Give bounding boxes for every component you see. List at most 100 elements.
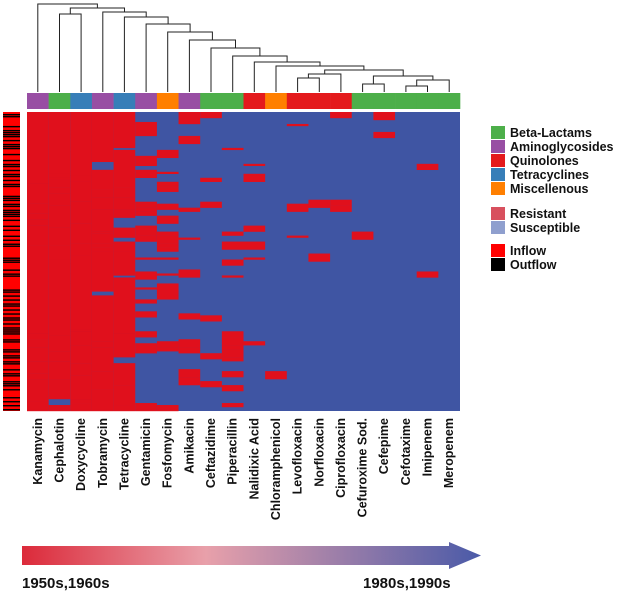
heatmap-cell-resistant (113, 125, 136, 145)
row-flow-outflow (3, 363, 20, 365)
heatmap-cell-resistant (48, 177, 71, 180)
legend-swatch-miscellenous (491, 182, 505, 195)
resistance-heatmap (27, 112, 460, 412)
heatmap-cell-resistant (135, 203, 157, 208)
row-flow-outflow (3, 135, 20, 138)
heatmap-cell-resistant (156, 405, 179, 410)
heatmap-cell-resistant (221, 231, 244, 236)
drug-label-nalidixic-acid: Nalidixic Acid (247, 418, 261, 500)
class-cell-ciprofloxacin (330, 93, 353, 109)
legend-swatch-outflow (491, 258, 505, 271)
heatmap-cell-resistant (70, 181, 92, 202)
drug-label-cephalotin: Cephalotin (53, 418, 67, 483)
row-flow-outflow (3, 349, 20, 351)
heatmap-cell-resistant (308, 199, 331, 208)
row-flow-outflow (3, 199, 20, 202)
heatmap-cell-resistant (48, 119, 71, 131)
heatmap-cell-resistant (91, 189, 114, 198)
class-cell-chloramphenicol (265, 93, 288, 109)
heatmap-cell-resistant (156, 185, 179, 188)
legend-swatch-inflow (491, 244, 505, 257)
row-flow-outflow (3, 333, 20, 335)
row-flow-outflow (3, 245, 20, 247)
heatmap-cell-resistant (156, 203, 179, 210)
heatmap-cell-resistant (178, 369, 201, 378)
drug-label-cefepime: Cefepime (377, 418, 391, 474)
heatmap-cell-resistant (27, 333, 49, 340)
heatmap-cell-resistant (178, 313, 201, 320)
drug-label-cefotaxime: Cefotaxime (399, 418, 413, 485)
heatmap-cell-resistant (135, 257, 157, 260)
heatmap-cell-resistant (135, 287, 157, 290)
heatmap-cell-resistant (48, 179, 71, 188)
heatmap-cell-resistant (156, 341, 179, 348)
heatmap-cell-resistant (48, 173, 71, 178)
row-flow-outflow (3, 291, 20, 293)
heatmap-cell-resistant (91, 279, 114, 292)
row-flow-outflow (3, 113, 20, 116)
heatmap-cell-resistant (70, 112, 92, 135)
row-flow-outflow (3, 213, 20, 216)
heatmap-cell-resistant (48, 351, 71, 362)
heatmap-cell-resistant (27, 361, 49, 374)
row-flow-outflow (3, 289, 20, 291)
class-cell-cefepime (373, 93, 396, 109)
row-flow-outflow (3, 351, 20, 353)
heatmap-cell-resistant (48, 379, 71, 400)
row-flow-outflow (3, 125, 20, 128)
heatmap-cell-resistant (135, 235, 157, 242)
heatmap-cell-resistant (200, 113, 222, 119)
row-flow-outflow (3, 327, 20, 329)
heatmap-cell-resistant (91, 247, 114, 252)
heatmap-cell-resistant (135, 299, 157, 304)
heatmap-cell-resistant (156, 347, 179, 352)
heatmap-cell-resistant (221, 345, 244, 350)
heatmap-cell-resistant (156, 215, 179, 218)
class-cell-ceftazidime (200, 93, 223, 109)
heatmap-cell-resistant (27, 267, 49, 280)
heatmap-cell-resistant (48, 259, 71, 274)
heatmap-cell-resistant (156, 293, 179, 300)
dendrogram-branch (37, 3, 98, 92)
heatmap-cell-resistant (70, 175, 92, 182)
heatmap-cell-resistant (91, 112, 114, 131)
heatmap-cell-resistant (48, 115, 71, 121)
heatmap-cell-resistant (70, 409, 92, 412)
heatmap-cell-resistant (200, 177, 222, 182)
heatmap-cell-resistant (286, 235, 309, 238)
heatmap-cell-resistant (113, 161, 136, 172)
heatmap-cell-resistant (91, 295, 114, 318)
class-cell-doxycycline (70, 93, 93, 109)
drug-label-ceftazidime: Ceftazidime (204, 418, 218, 488)
drug-label-doxycycline: Doxycycline (74, 418, 88, 491)
row-flow-outflow (3, 261, 20, 263)
heatmap-cell-resistant (91, 129, 114, 141)
heatmap-cell-resistant (221, 147, 244, 151)
heatmap-cell-resistant (135, 331, 157, 336)
class-cell-tobramycin (91, 93, 114, 109)
row-flow-outflow (3, 357, 20, 359)
heatmap-cell-resistant (27, 203, 49, 214)
heatmap-cell-resistant (156, 187, 179, 192)
drug-label-imipenem: Imipenem (421, 418, 435, 476)
row-flow-outflow (3, 197, 20, 200)
heatmap-cell-resistant (178, 135, 201, 141)
heatmap-cell-resistant (48, 205, 71, 228)
class-cell-kanamycin (27, 93, 49, 109)
heatmap-cell-resistant (156, 243, 179, 248)
heatmap-cell-resistant (113, 227, 136, 238)
heatmap-cell-resistant (48, 147, 71, 172)
heatmap-cell-resistant (373, 112, 396, 121)
heatmap-cell-resistant (91, 251, 114, 270)
row-flow-outflow (3, 331, 20, 333)
heatmap-cell-resistant (91, 347, 114, 372)
heatmap-cell-resistant (113, 171, 136, 188)
row-flow-outflow (3, 145, 20, 148)
heatmap-cell-resistant (135, 311, 157, 318)
heatmap-cell-resistant (178, 139, 201, 145)
era-arrow (22, 542, 481, 569)
row-flow-outflow (3, 129, 20, 132)
heatmap-cell-resistant (416, 163, 439, 171)
row-flow-outflow (3, 203, 20, 206)
era-timeline: 1950s,1960s 1980s,1990s (22, 542, 481, 592)
